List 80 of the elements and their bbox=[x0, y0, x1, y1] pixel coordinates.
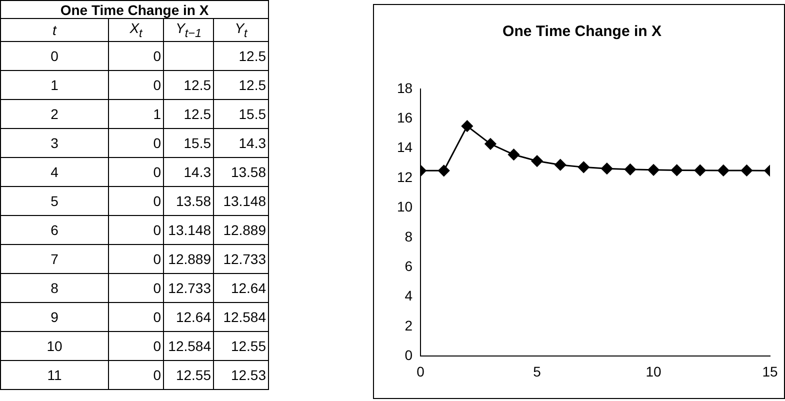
data-label: 0 bbox=[108, 186, 164, 216]
point bbox=[648, 164, 660, 176]
data-label: 12.889 bbox=[164, 244, 214, 274]
y-tick-label: 3 bbox=[0, 128, 108, 158]
x-tick-label: Y$_{t}$ bbox=[214, 18, 269, 42]
data-label: 12.64 bbox=[214, 274, 269, 302]
y-tick-label: 9 bbox=[0, 302, 108, 332]
y-tick-label: 10 bbox=[0, 332, 108, 360]
data-label: 14.3 bbox=[164, 158, 214, 186]
point bbox=[718, 164, 730, 176]
y-tick-label: 18 bbox=[396, 80, 413, 96]
data-label: 12.5 bbox=[164, 70, 214, 100]
data-label: 12.55 bbox=[164, 360, 214, 390]
data-label: 1 bbox=[108, 100, 164, 128]
y-tick-label: 8 bbox=[0, 274, 108, 302]
point bbox=[671, 164, 683, 176]
data-label: 13.58 bbox=[164, 186, 214, 216]
y-axis-title: t bbox=[0, 18, 108, 42]
data-label: 0 bbox=[108, 70, 164, 100]
data-label: 0 bbox=[108, 332, 164, 360]
data-label: 12.64 bbox=[164, 302, 214, 332]
data-label: 12.5 bbox=[164, 100, 214, 128]
point bbox=[578, 161, 590, 173]
x-tick-label: 10 bbox=[646, 363, 662, 380]
point bbox=[531, 155, 543, 167]
data-label: 12.5 bbox=[214, 42, 269, 70]
y-tick-label: 12 bbox=[396, 168, 413, 185]
data-label: 13.58 bbox=[214, 158, 269, 186]
y-tick-label: 0 bbox=[404, 347, 413, 364]
y-tick-label: 7 bbox=[0, 244, 108, 274]
data-label: 12.5 bbox=[214, 70, 269, 100]
data-label: 15.5 bbox=[164, 128, 214, 158]
data-label: 12.584 bbox=[164, 332, 214, 360]
y-tick-label: 8 bbox=[404, 228, 413, 244]
point bbox=[694, 164, 706, 176]
y-tick-label: 11 bbox=[0, 360, 108, 390]
data-label: 12.584 bbox=[214, 302, 269, 332]
data-label: 13.148 bbox=[164, 216, 214, 244]
data-label: 0 bbox=[108, 274, 164, 302]
x-tick-label: X$_{t}$ bbox=[108, 18, 164, 42]
data-label: 12.55 bbox=[214, 332, 269, 360]
data-label: 12.733 bbox=[164, 274, 214, 302]
data-label: 0 bbox=[108, 158, 164, 186]
data-label: 14.3 bbox=[214, 128, 269, 158]
y-tick-label: 4 bbox=[404, 288, 413, 304]
chart-title: One Time Change in X bbox=[0, 0, 269, 18]
point bbox=[438, 164, 450, 176]
chart-title: One Time Change in X bbox=[502, 23, 662, 40]
point bbox=[484, 138, 496, 150]
y-tick-label: 6 bbox=[404, 258, 413, 274]
data-label: 0 bbox=[108, 128, 164, 158]
point bbox=[508, 148, 520, 160]
point bbox=[624, 164, 636, 176]
x-tick-label: 5 bbox=[533, 363, 542, 380]
y-tick-label: 6 bbox=[0, 216, 108, 244]
y-tick-label: 1 bbox=[0, 70, 108, 100]
data-label: 0 bbox=[108, 216, 164, 244]
x-tick-label: 0 bbox=[416, 363, 425, 380]
point bbox=[601, 162, 613, 174]
data-label: 0 bbox=[108, 42, 164, 70]
y-tick-label: 10 bbox=[396, 198, 413, 215]
x-tick-label: Y$_{t−1}$ bbox=[164, 18, 214, 42]
y-tick-label: 5 bbox=[0, 186, 108, 216]
data-label: 0 bbox=[108, 302, 164, 332]
y-tick-label: 16 bbox=[396, 110, 413, 126]
data-label: 12.53 bbox=[214, 360, 269, 390]
data-label: 15.5 bbox=[214, 100, 269, 128]
y-tick-label: 2 bbox=[404, 317, 413, 334]
y-tick-label: 2 bbox=[0, 100, 108, 128]
y-tick-label: 14 bbox=[396, 139, 413, 156]
y-tick-label: 0 bbox=[0, 42, 108, 70]
y-tick-label: 4 bbox=[0, 158, 108, 186]
data-label: 0 bbox=[108, 244, 164, 274]
data-label: 12.889 bbox=[214, 216, 269, 244]
point bbox=[554, 159, 566, 171]
x-tick-label: 15 bbox=[762, 363, 778, 380]
data-label: 13.148 bbox=[214, 186, 269, 216]
point bbox=[740, 164, 752, 176]
point bbox=[461, 120, 473, 132]
data-label: 12.733 bbox=[214, 244, 269, 274]
